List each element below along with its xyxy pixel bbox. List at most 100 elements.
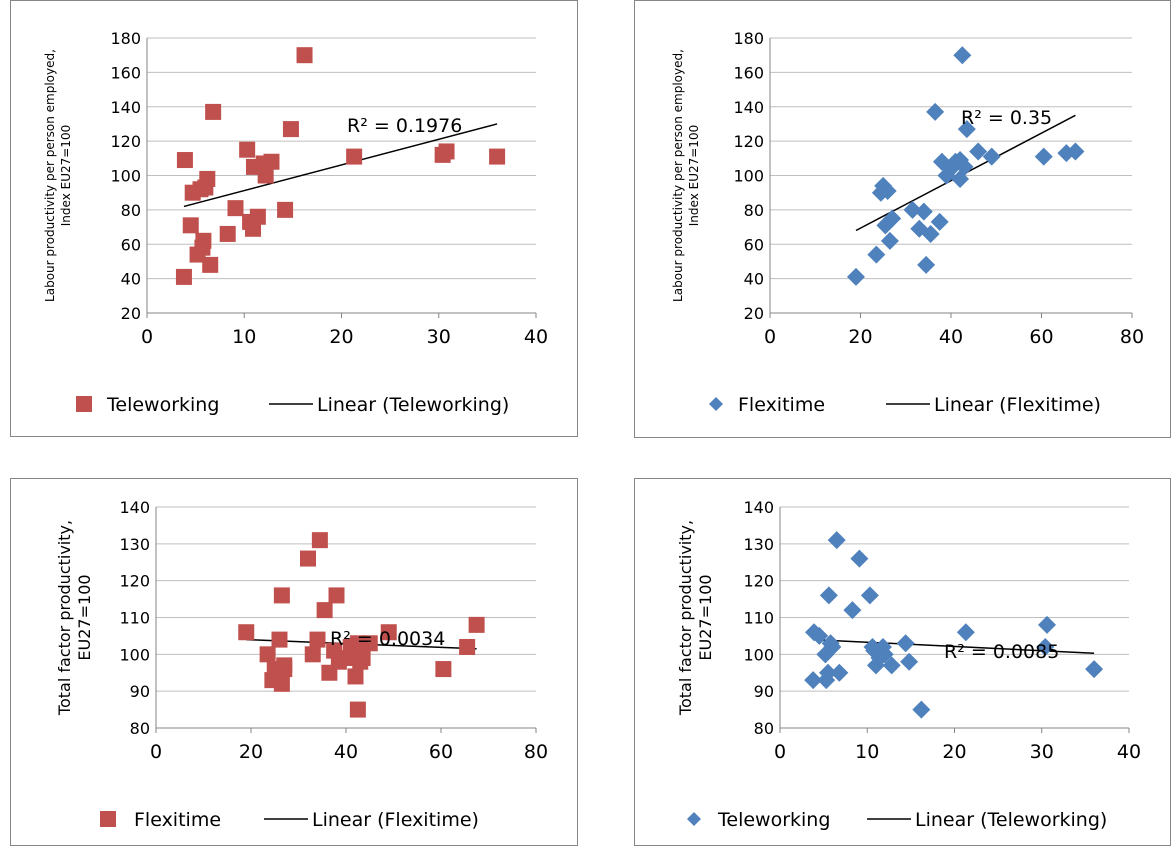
- data-point: [249, 208, 266, 225]
- data-point: [202, 256, 219, 273]
- data-point: [823, 637, 842, 656]
- y-axis-label: Total factor productivity,: [55, 520, 74, 716]
- y-tick-label: 40: [121, 270, 141, 289]
- legend-marker: [687, 812, 701, 826]
- x-tick-label: 60: [1029, 326, 1053, 348]
- data-point: [914, 202, 933, 221]
- data-point: [489, 148, 506, 165]
- x-tick-label: 40: [524, 326, 548, 348]
- y-axis-label: Labour productivity per person employed,: [43, 49, 57, 302]
- legend-trendline-label: Linear (Flexitime): [934, 394, 1101, 416]
- y-axis-label: Index EU27=100: [687, 125, 701, 226]
- data-point: [900, 652, 919, 671]
- data-point: [276, 657, 293, 674]
- x-tick-label: 10: [855, 741, 879, 763]
- y-tick-label: 100: [110, 167, 141, 186]
- data-point: [328, 587, 345, 604]
- data-point: [380, 624, 397, 641]
- x-tick-label: 30: [1030, 741, 1054, 763]
- data-point: [316, 602, 333, 619]
- y-tick-label: 130: [119, 535, 150, 554]
- y-tick-label: 160: [110, 63, 141, 82]
- data-point: [878, 181, 897, 200]
- y-tick-label: 120: [733, 132, 764, 151]
- data-point: [195, 232, 212, 249]
- y-tick-label: 180: [110, 29, 141, 48]
- chart-frame: [10, 478, 578, 846]
- data-point: [1036, 637, 1055, 656]
- y-tick-label: 100: [743, 645, 774, 664]
- x-tick-label: 20: [239, 741, 263, 763]
- legend-series-label: Teleworking: [717, 809, 830, 831]
- r-squared-annotation: R² = 0.0085: [944, 641, 1059, 663]
- data-point: [175, 268, 192, 285]
- x-tick-label: 60: [429, 741, 453, 763]
- data-point: [309, 631, 326, 648]
- x-tick-label: 80: [524, 741, 548, 763]
- y-tick-label: 90: [130, 682, 150, 701]
- data-point: [1034, 147, 1053, 166]
- data-point: [867, 245, 886, 264]
- data-point: [199, 170, 216, 187]
- x-tick-label: 0: [150, 741, 162, 763]
- data-point: [883, 209, 902, 228]
- data-point: [1066, 142, 1085, 161]
- x-tick-label: 0: [141, 326, 153, 348]
- legend-series-label: Teleworking: [106, 394, 219, 416]
- legend-trendline-label: Linear (Flexitime): [312, 809, 479, 831]
- chart-frame: [10, 0, 578, 437]
- data-point: [846, 267, 865, 286]
- data-point: [930, 212, 949, 231]
- data-point: [876, 216, 895, 235]
- r-squared-annotation: R² = 0.35: [961, 107, 1052, 129]
- data-point: [257, 167, 274, 184]
- data-point: [245, 220, 262, 237]
- data-point: [271, 631, 288, 648]
- legend-trendline-label: Linear (Teleworking): [915, 809, 1107, 831]
- y-axis-label: EU27=100: [696, 574, 715, 660]
- y-tick-label: 80: [754, 719, 774, 738]
- y-tick-label: 90: [754, 682, 774, 701]
- data-point: [300, 550, 316, 567]
- y-tick-label: 140: [743, 498, 774, 517]
- data-point: [843, 601, 862, 620]
- y-tick-label: 40: [744, 270, 764, 289]
- data-point: [912, 700, 931, 719]
- y-tick-label: 120: [110, 132, 141, 151]
- r-squared-annotation: R² = 0.0034: [330, 628, 445, 650]
- data-point: [349, 701, 366, 718]
- data-point: [219, 225, 236, 242]
- x-tick-label: 0: [774, 741, 786, 763]
- data-point: [311, 532, 328, 549]
- y-tick-label: 160: [733, 63, 764, 82]
- data-point: [273, 587, 290, 604]
- data-point: [259, 646, 276, 663]
- y-tick-label: 110: [743, 609, 774, 628]
- legend-marker: [100, 811, 116, 827]
- data-point: [273, 675, 290, 692]
- data-point: [1037, 615, 1056, 634]
- y-tick-label: 140: [733, 98, 764, 117]
- y-tick-label: 80: [121, 201, 141, 220]
- y-tick-label: 120: [743, 572, 774, 591]
- x-tick-label: 20: [329, 326, 353, 348]
- y-tick-label: 20: [121, 304, 141, 323]
- data-point: [827, 531, 846, 550]
- data-point: [1085, 660, 1104, 679]
- data-point: [468, 616, 485, 633]
- y-tick-label: 60: [121, 235, 141, 254]
- data-point: [969, 142, 988, 161]
- y-tick-label: 120: [119, 572, 150, 591]
- x-tick-label: 80: [1120, 326, 1144, 348]
- data-point: [896, 634, 915, 653]
- data-point: [810, 626, 829, 645]
- r-squared-annotation: R² = 0.1976: [347, 115, 462, 137]
- y-tick-label: 180: [733, 29, 764, 48]
- chart-frame: [634, 0, 1171, 438]
- data-point: [875, 645, 894, 664]
- data-point: [955, 157, 974, 176]
- legend-series-label: Flexitime: [134, 809, 221, 831]
- data-point: [903, 200, 922, 219]
- y-tick-label: 100: [119, 645, 150, 664]
